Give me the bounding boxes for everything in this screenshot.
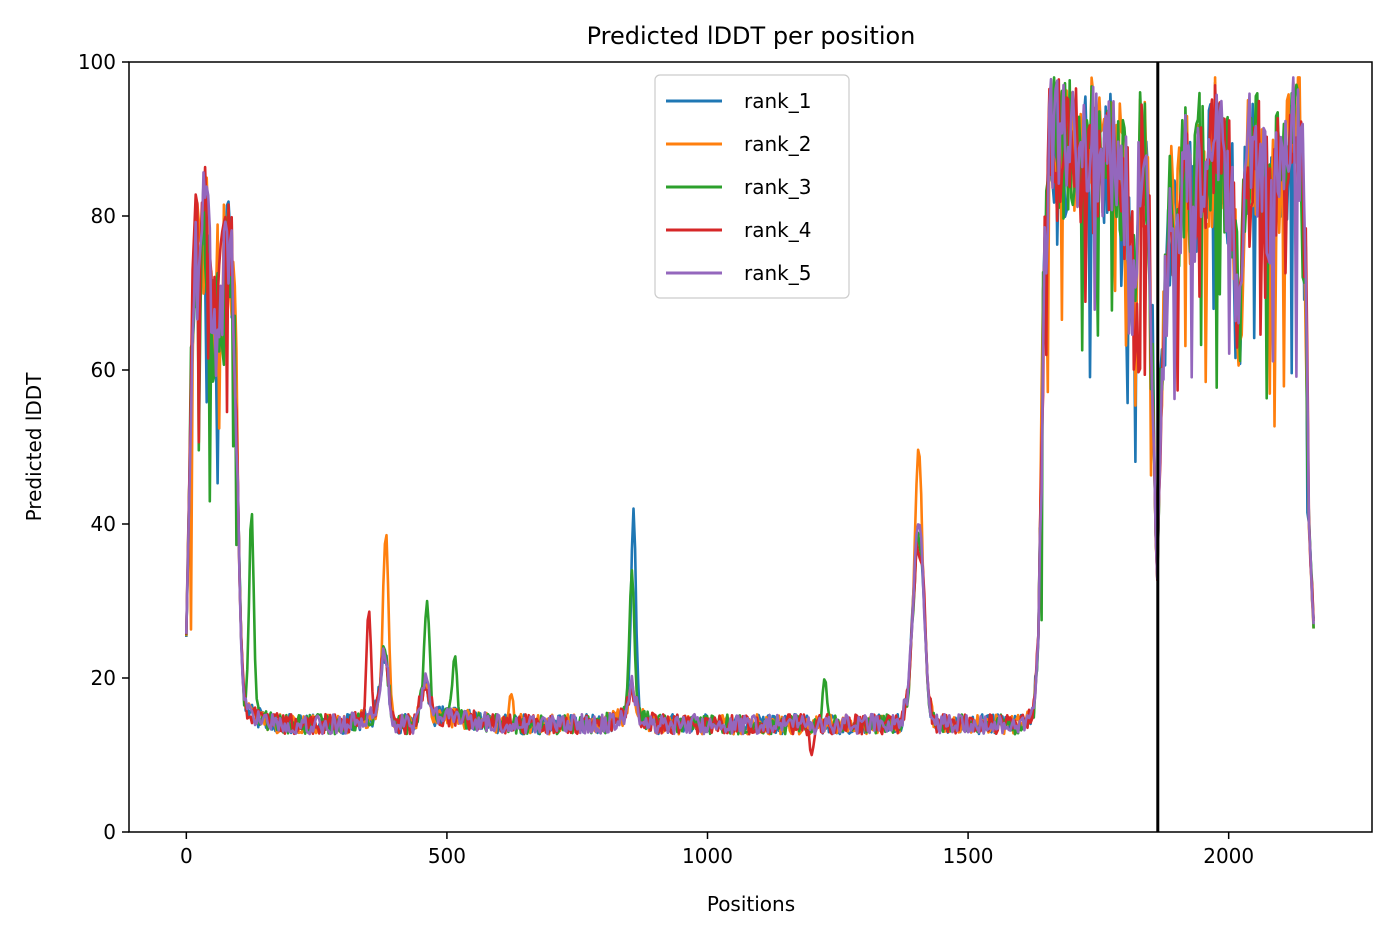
legend: rank_1 rank_2 rank_3 rank_4 rank_5 — [654, 74, 850, 299]
plot-area — [185, 62, 1315, 832]
axis-ticks: 0 500 1000 1500 2000 0 20 40 60 80 100 — [78, 50, 1254, 868]
y-tick-label: 0 — [103, 820, 116, 844]
y-axis-label: Predicted lDDT — [22, 372, 46, 522]
x-axis-label: Positions — [707, 892, 795, 916]
x-tick-label: 1000 — [682, 844, 733, 868]
y-tick-label: 80 — [91, 204, 116, 228]
legend-label-rank_3: rank_3 — [744, 175, 811, 199]
x-tick-label: 500 — [428, 844, 466, 868]
x-tick-label: 1500 — [943, 844, 994, 868]
legend-label-rank_1: rank_1 — [744, 89, 811, 113]
legend-label-rank_5: rank_5 — [744, 261, 811, 285]
x-tick-label: 2000 — [1203, 844, 1254, 868]
chart-title: Predicted lDDT per position — [587, 22, 916, 50]
legend-label-rank_4: rank_4 — [744, 218, 811, 242]
legend-label-rank_2: rank_2 — [744, 132, 811, 156]
y-tick-label: 100 — [78, 50, 116, 74]
plot-frame — [128, 61, 1373, 833]
x-tick-label: 0 — [180, 844, 193, 868]
series-line-rank_5 — [185, 76, 1315, 736]
y-tick-label: 40 — [91, 512, 116, 536]
y-tick-label: 20 — [91, 666, 116, 690]
legend-box — [654, 74, 850, 299]
y-tick-label: 60 — [91, 358, 116, 382]
